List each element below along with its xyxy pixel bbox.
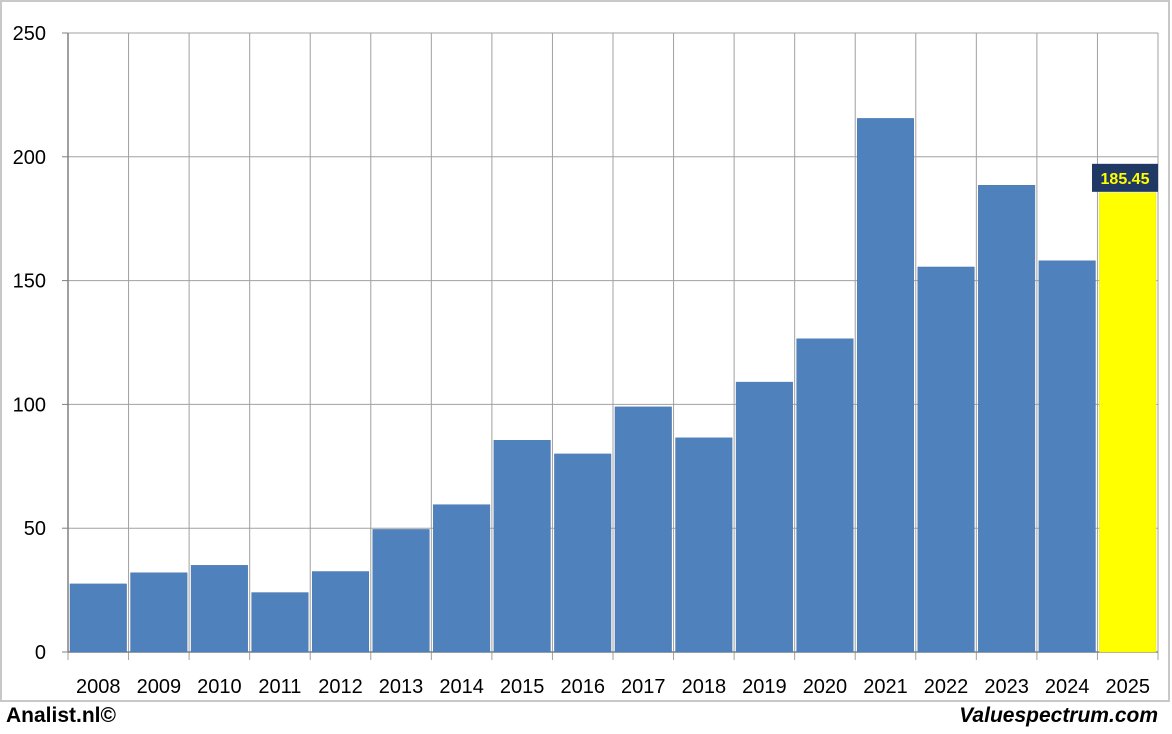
bar-2022 <box>917 266 975 653</box>
bar-2013 <box>372 529 430 653</box>
bar-2023 <box>978 185 1036 653</box>
x-tick-label: 2016 <box>560 676 605 698</box>
bar-2020 <box>796 338 854 653</box>
bar-2024 <box>1038 260 1096 653</box>
x-tick-label: 2010 <box>197 676 242 698</box>
footer-source-right: Valuespectrum.com <box>959 704 1158 727</box>
x-tick-label: 2013 <box>379 676 424 698</box>
x-tick-label: 2025 <box>1105 676 1150 698</box>
footer-source-left: Analist.nl© <box>6 704 116 727</box>
x-tick-label: 2022 <box>924 676 969 698</box>
y-tick-label: 100 <box>13 394 46 416</box>
x-tick-label: 2014 <box>439 676 484 698</box>
bar-chart: 0 50 100 150 200 250 2008 2009 2010 2011 2012 2013 2… <box>13 23 1159 698</box>
bar-2011 <box>251 592 309 653</box>
bar-2012 <box>311 571 370 653</box>
bar-2018 <box>675 437 733 653</box>
x-tick-label: 2023 <box>984 676 1029 698</box>
x-tick-label: 2021 <box>863 676 908 698</box>
x-tick-label: 2009 <box>137 676 182 698</box>
x-tick-label: 2020 <box>803 676 848 698</box>
x-tick-label: 2011 <box>258 676 301 698</box>
bar-2017 <box>614 406 672 653</box>
data-label-bg <box>1092 163 1158 192</box>
x-tick-label: 2017 <box>621 676 666 698</box>
x-tick-label: 2024 <box>1045 676 1090 698</box>
x-tick-label: 2008 <box>76 676 121 698</box>
x-tick-label: 2012 <box>318 676 363 698</box>
bar-2014 <box>433 504 491 653</box>
y-tick-label: 0 <box>35 642 46 664</box>
x-tick-label: 2018 <box>682 676 727 698</box>
y-tick-label: 50 <box>24 518 46 540</box>
data-label-2025: 185.45 <box>1101 171 1150 188</box>
bar-2008 <box>69 583 127 653</box>
bar-2021 <box>856 118 915 653</box>
y-tick-label: 250 <box>13 23 46 45</box>
bar-2025 <box>1099 192 1157 653</box>
bar-2015 <box>493 440 551 653</box>
x-tick-label: 2015 <box>500 676 545 698</box>
bar-2019 <box>735 381 793 653</box>
bar-2016 <box>554 453 612 653</box>
x-tick-label: 2019 <box>742 676 787 698</box>
bar-2010 <box>190 565 248 653</box>
y-tick-label: 150 <box>13 271 46 293</box>
y-tick-label: 200 <box>13 147 46 169</box>
bar-2009 <box>130 572 188 653</box>
